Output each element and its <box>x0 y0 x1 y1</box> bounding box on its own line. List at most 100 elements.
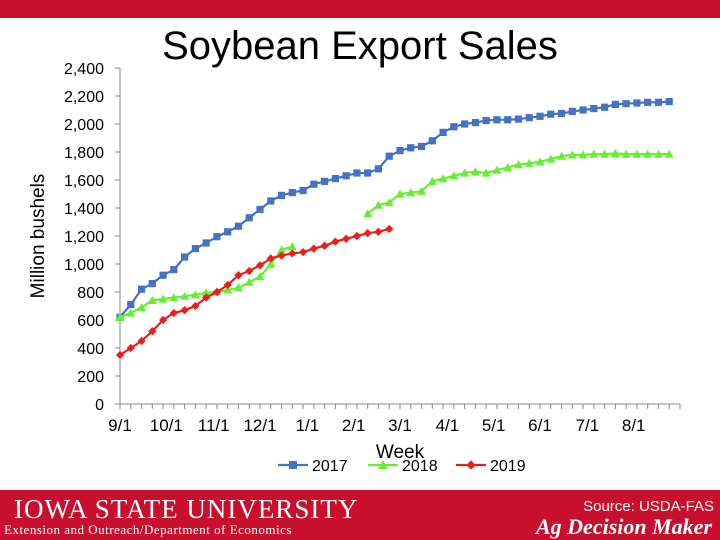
data-point-2019 <box>148 327 157 336</box>
source-text: Source: USDA-FAS <box>583 498 714 515</box>
data-point-2018 <box>180 291 190 300</box>
data-point-2017 <box>181 253 189 261</box>
y-axis-title: Million bushels <box>28 174 49 299</box>
legend-marker-2019 <box>466 460 476 470</box>
x-tick-label: 4/1 <box>436 416 460 435</box>
data-point-2018 <box>460 168 470 177</box>
data-point-2017 <box>665 98 673 106</box>
footer-bar <box>0 490 720 540</box>
data-point-2018 <box>244 277 254 286</box>
x-tick-label: 5/1 <box>482 416 506 435</box>
y-tick-label: 1,200 <box>64 229 104 246</box>
x-tick-label: 6/1 <box>528 416 552 435</box>
data-point-2019 <box>277 251 286 260</box>
data-point-2019 <box>202 293 211 302</box>
data-point-2017 <box>245 214 253 222</box>
data-point-2019 <box>288 249 297 258</box>
data-point-2018 <box>255 272 265 281</box>
data-point-2017 <box>654 98 663 106</box>
data-point-2018 <box>395 189 405 198</box>
data-point-2019 <box>309 244 318 253</box>
data-point-2018 <box>277 245 287 254</box>
legend-label-2017: 2017 <box>312 458 348 475</box>
data-point-2017 <box>234 222 243 230</box>
data-point-2019 <box>223 280 232 290</box>
y-tick-label: 1,800 <box>64 145 104 162</box>
x-tick-label: 9/1 <box>108 416 132 435</box>
data-point-2017 <box>374 165 383 173</box>
data-point-2017 <box>159 271 167 279</box>
data-point-2017 <box>310 180 318 188</box>
data-point-2019 <box>169 308 178 318</box>
page-title: Soybean Export Sales <box>162 24 558 68</box>
y-tick-label: 400 <box>77 341 104 358</box>
data-point-2017 <box>504 116 512 124</box>
data-point-2018 <box>600 149 610 158</box>
data-point-2018 <box>610 148 620 157</box>
data-point-2017 <box>321 177 329 185</box>
data-point-2018 <box>223 285 233 294</box>
data-point-2018 <box>384 197 394 206</box>
data-point-2017 <box>170 266 178 274</box>
data-point-2018 <box>406 188 416 197</box>
data-point-2019 <box>342 234 351 243</box>
data-point-2017 <box>601 103 609 111</box>
series-line-2017 <box>119 100 670 318</box>
data-point-2017 <box>342 172 350 180</box>
legend-label-2019: 2019 <box>490 458 526 475</box>
data-point-2017 <box>644 98 652 106</box>
data-point-2017 <box>191 245 199 253</box>
data-point-2017 <box>385 152 393 160</box>
data-point-2017 <box>439 128 447 136</box>
data-point-2019 <box>331 237 340 246</box>
y-tick-label: 1,400 <box>64 201 104 218</box>
legend-marker-2018 <box>378 460 388 469</box>
data-point-2017 <box>148 280 156 288</box>
data-point-2018 <box>653 149 663 158</box>
ag-decision-maker-logo: Ag Decision Maker <box>536 514 712 539</box>
data-point-2017 <box>256 205 264 213</box>
data-point-2019 <box>255 261 265 270</box>
data-point-2018 <box>201 288 211 297</box>
y-tick-label: 2,000 <box>64 117 104 134</box>
data-point-2019 <box>245 266 254 276</box>
data-point-2017 <box>450 123 458 131</box>
data-point-2018 <box>126 308 136 317</box>
data-point-2017 <box>353 169 361 177</box>
series-line-2018 <box>119 245 293 319</box>
data-point-2017 <box>471 119 479 127</box>
data-point-2018 <box>158 294 168 303</box>
data-point-2019 <box>191 301 200 311</box>
data-point-2018 <box>643 149 653 158</box>
data-point-2018 <box>147 295 157 304</box>
x-tick-label: 8/1 <box>622 416 646 435</box>
data-point-2017 <box>547 110 555 118</box>
data-point-2018 <box>589 149 599 158</box>
data-point-2017 <box>568 107 576 115</box>
data-point-2018 <box>449 171 459 180</box>
data-point-2018 <box>535 157 545 166</box>
legend-marker-2017 <box>289 461 297 469</box>
data-point-2017 <box>127 301 135 309</box>
legend-label-2018: 2018 <box>402 458 438 475</box>
data-point-2018 <box>266 259 276 268</box>
data-point-2017 <box>202 239 210 247</box>
data-point-2018 <box>287 242 297 251</box>
data-point-2017 <box>299 186 307 195</box>
data-point-2018 <box>233 283 243 292</box>
data-point-2018 <box>546 154 556 163</box>
export-sales-chart: 0 200 400 600 800 1,000 1,200 1,400 1,600 1,800 2,… <box>28 61 681 475</box>
data-point-2018 <box>632 149 642 158</box>
y-tick-label: 2,200 <box>64 89 104 106</box>
data-point-2017 <box>622 100 630 108</box>
y-tick-label: 800 <box>77 285 104 302</box>
data-point-2017 <box>482 116 490 125</box>
data-point-2017 <box>396 147 404 155</box>
data-point-2018 <box>363 209 373 218</box>
data-point-2018 <box>481 168 491 177</box>
y-tick-label: 600 <box>77 313 104 330</box>
data-point-2017 <box>267 197 275 205</box>
y-tick-label: 200 <box>77 369 104 386</box>
data-point-2019 <box>158 315 168 325</box>
data-point-2018 <box>470 167 480 176</box>
